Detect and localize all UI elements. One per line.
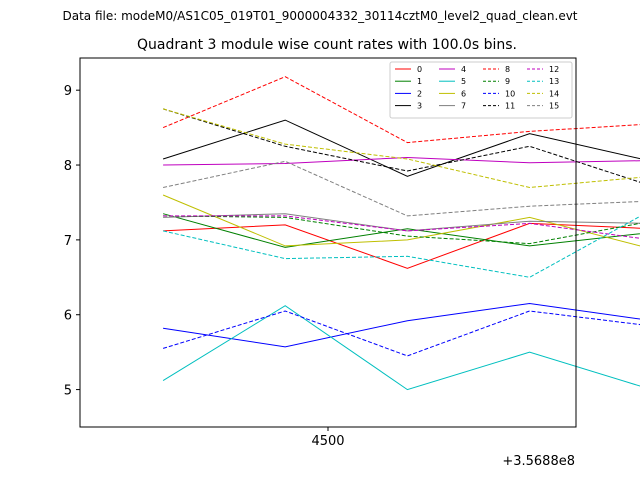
series-line-3	[162, 119, 640, 177]
y-tick-label: 9	[64, 84, 72, 99]
legend-label-7: 7	[461, 102, 466, 111]
y-tick-label: 6	[64, 309, 72, 324]
legend-label-1: 1	[417, 77, 422, 86]
legend-label-2: 2	[417, 89, 422, 98]
legend-label-13: 13	[549, 77, 559, 86]
y-tick-label: 5	[64, 384, 72, 399]
x-offset-label: +3.5688e8	[502, 454, 575, 469]
legend-label-9: 9	[505, 77, 510, 86]
legend-label-4: 4	[461, 65, 466, 74]
series-line-4	[163, 156, 640, 166]
series-line-15	[162, 160, 640, 217]
series-line-11	[162, 108, 640, 183]
series-line-14	[162, 108, 640, 189]
legend-box	[389, 61, 573, 119]
series-line-2	[163, 302, 640, 348]
legend-label-5: 5	[461, 77, 466, 86]
series-line-7	[163, 213, 640, 232]
chart-suptitle: Data file: modeM0/AS1C05_019T01_90000043…	[62, 9, 577, 23]
series-line-0	[163, 222, 640, 269]
series-line-5	[162, 305, 640, 391]
chart-title: Quadrant 3 module wise count rates with …	[137, 37, 517, 53]
legend-label-3: 3	[417, 102, 422, 111]
legend-label-8: 8	[505, 65, 510, 74]
series-line-8	[162, 76, 640, 144]
series-line-1	[162, 213, 640, 248]
y-tick-label: 8	[64, 159, 72, 174]
legend-label-11: 11	[505, 102, 515, 111]
plot-area: 4500500055006000650056789012345678910111…	[64, 57, 640, 449]
y-tick-label: 7	[64, 234, 72, 249]
series-line-13	[162, 215, 640, 278]
series-line-12	[163, 215, 640, 239]
legend-label-6: 6	[461, 89, 466, 98]
series-line-9	[163, 215, 640, 245]
series-line-6	[162, 194, 640, 247]
legend-label-0: 0	[417, 65, 422, 74]
legend-label-12: 12	[549, 65, 559, 74]
legend-label-14: 14	[549, 89, 559, 98]
legend-label-15: 15	[549, 102, 559, 111]
legend-label-10: 10	[505, 89, 515, 98]
x-tick-label: 4500	[311, 434, 344, 449]
